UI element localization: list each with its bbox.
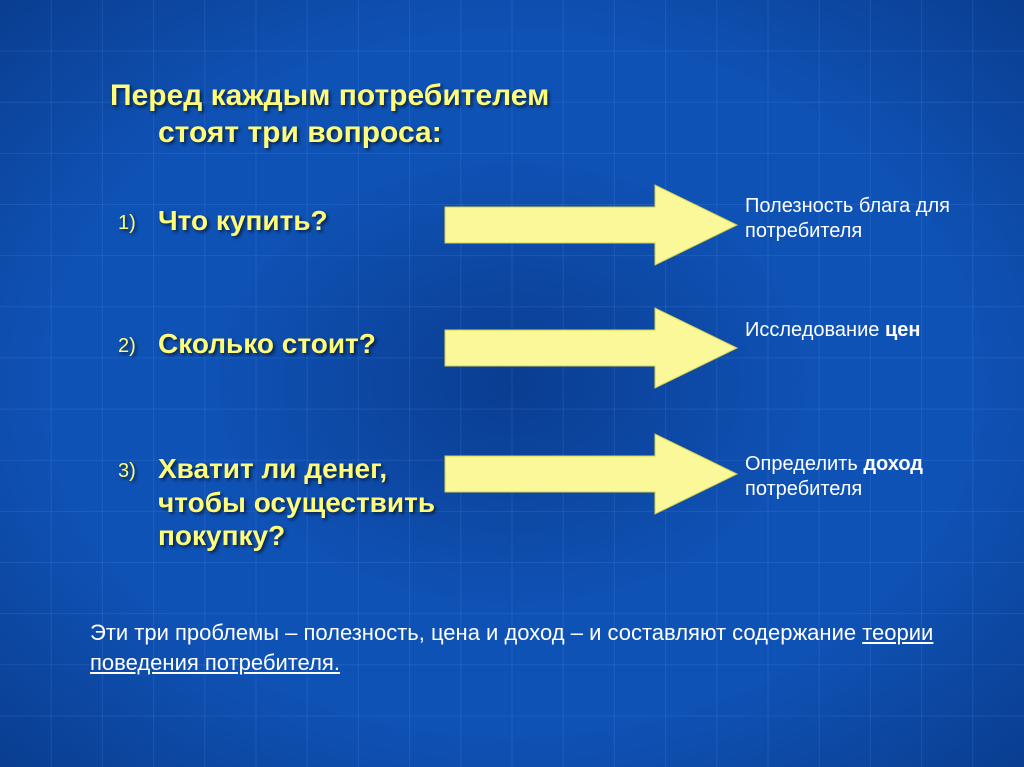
answer-text: Исследование цен xyxy=(745,318,955,343)
question-text: Что купить? xyxy=(158,204,328,238)
slide-heading-line2: стоят три вопроса: xyxy=(158,115,442,151)
question-text: Хватит ли денег,чтобы осуществитьпокупку… xyxy=(158,452,435,553)
question-number: 3) xyxy=(118,460,136,483)
answer-text: Полезность блага для потребителя xyxy=(745,194,955,244)
arrow-icon xyxy=(443,306,739,390)
arrow-icon xyxy=(443,432,739,516)
arrow-icon xyxy=(443,183,739,267)
slide-heading-line1: Перед каждым потребителем xyxy=(110,78,750,114)
question-number: 1) xyxy=(118,212,136,235)
footer-pre: Эти три проблемы – полезность, цена и до… xyxy=(90,620,862,645)
footer-text: Эти три проблемы – полезность, цена и до… xyxy=(90,618,940,677)
question-number: 2) xyxy=(118,335,136,358)
answer-text: Определить доход потребителя xyxy=(745,452,955,502)
question-text: Сколько стоит? xyxy=(158,327,376,361)
